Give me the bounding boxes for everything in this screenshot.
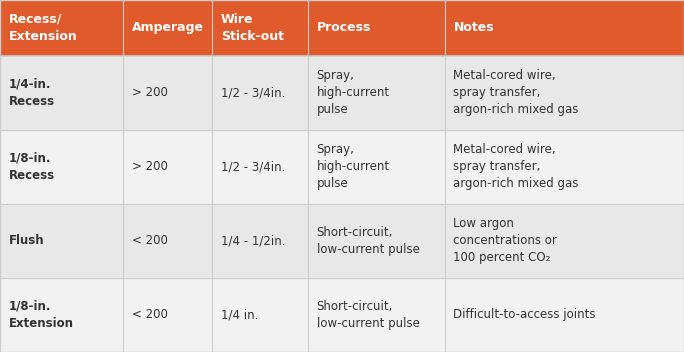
Bar bbox=[308, 56, 445, 130]
Text: Recess/
Extension: Recess/ Extension bbox=[9, 13, 78, 43]
Bar bbox=[308, 204, 445, 278]
Text: Difficult-to-access joints: Difficult-to-access joints bbox=[453, 308, 596, 321]
Text: Flush: Flush bbox=[9, 234, 44, 247]
Bar bbox=[445, 204, 684, 278]
Text: 1/8-in.
Recess: 1/8-in. Recess bbox=[9, 152, 55, 182]
Bar bbox=[445, 130, 684, 204]
Bar bbox=[212, 130, 308, 204]
Text: Low argon
concentrations or
100 percent CO₂: Low argon concentrations or 100 percent … bbox=[453, 217, 557, 264]
Text: 1/2 - 3/4in.: 1/2 - 3/4in. bbox=[221, 86, 285, 99]
Bar bbox=[123, 56, 212, 130]
Text: 1/4-in.
Recess: 1/4-in. Recess bbox=[9, 78, 55, 108]
Text: Process: Process bbox=[317, 21, 371, 34]
Bar bbox=[212, 56, 308, 130]
Text: Spray,
high-current
pulse: Spray, high-current pulse bbox=[317, 69, 390, 116]
Text: Notes: Notes bbox=[453, 21, 494, 34]
Text: Short-circuit,
low-current pulse: Short-circuit, low-current pulse bbox=[317, 300, 419, 330]
Text: < 200: < 200 bbox=[132, 234, 168, 247]
Bar bbox=[212, 278, 308, 352]
Bar bbox=[445, 278, 684, 352]
Bar bbox=[123, 0, 212, 56]
Bar bbox=[123, 130, 212, 204]
Bar bbox=[0, 278, 123, 352]
Text: Spray,
high-current
pulse: Spray, high-current pulse bbox=[317, 143, 390, 190]
Text: 1/4 in.: 1/4 in. bbox=[221, 308, 259, 321]
Text: > 200: > 200 bbox=[132, 86, 168, 99]
Bar bbox=[445, 56, 684, 130]
Text: 1/2 - 3/4in.: 1/2 - 3/4in. bbox=[221, 160, 285, 173]
Bar bbox=[308, 0, 445, 56]
Bar bbox=[308, 130, 445, 204]
Bar bbox=[0, 0, 123, 56]
Text: Amperage: Amperage bbox=[132, 21, 204, 34]
Text: < 200: < 200 bbox=[132, 308, 168, 321]
Text: 1/8-in.
Extension: 1/8-in. Extension bbox=[9, 300, 74, 330]
Bar bbox=[212, 0, 308, 56]
Text: Metal-cored wire,
spray transfer,
argon-rich mixed gas: Metal-cored wire, spray transfer, argon-… bbox=[453, 69, 579, 116]
Bar bbox=[445, 0, 684, 56]
Bar bbox=[0, 130, 123, 204]
Bar bbox=[0, 56, 123, 130]
Bar bbox=[123, 204, 212, 278]
Text: Wire
Stick-out: Wire Stick-out bbox=[221, 13, 284, 43]
Text: Metal-cored wire,
spray transfer,
argon-rich mixed gas: Metal-cored wire, spray transfer, argon-… bbox=[453, 143, 579, 190]
Text: > 200: > 200 bbox=[132, 160, 168, 173]
Text: 1/4 - 1/2in.: 1/4 - 1/2in. bbox=[221, 234, 285, 247]
Text: Short-circuit,
low-current pulse: Short-circuit, low-current pulse bbox=[317, 226, 419, 256]
Bar bbox=[0, 204, 123, 278]
Bar bbox=[308, 278, 445, 352]
Bar bbox=[212, 204, 308, 278]
Bar bbox=[123, 278, 212, 352]
